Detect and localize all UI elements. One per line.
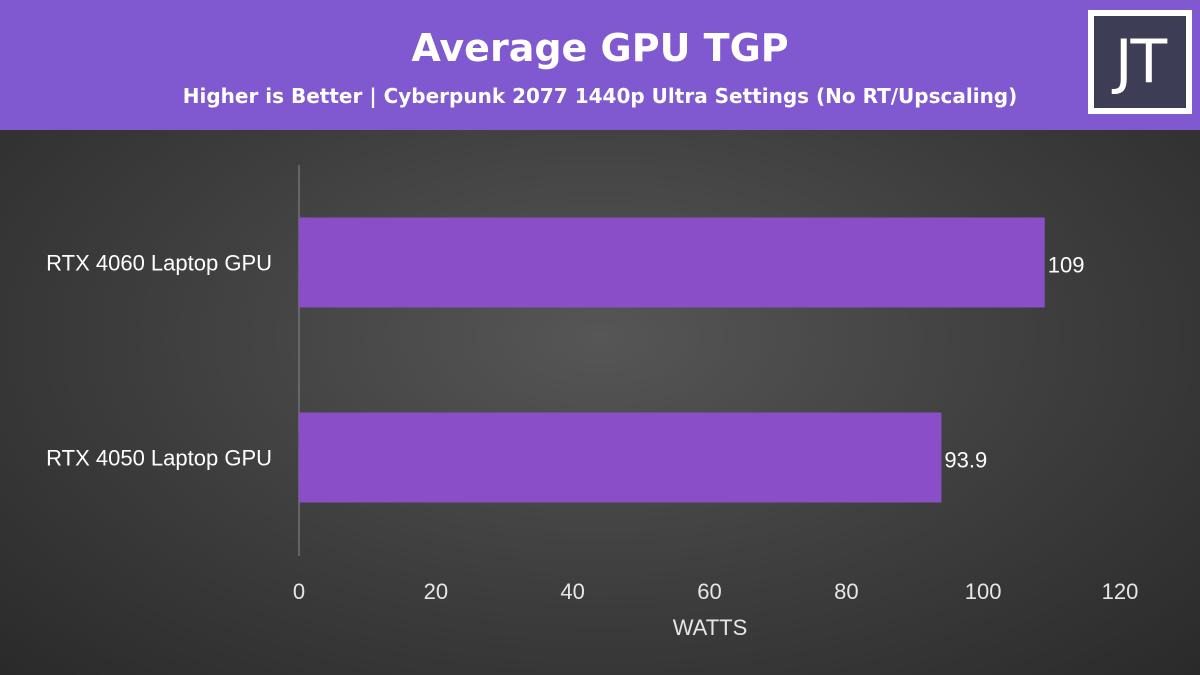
header-banner: Average GPU TGP Higher is Better | Cyber… [0, 0, 1200, 130]
x-tick-label: 0 [293, 579, 305, 604]
value-label: 109 [1048, 253, 1085, 278]
x-tick-label: 100 [965, 579, 1002, 604]
bar [299, 217, 1045, 308]
x-tick-label: 20 [424, 579, 448, 604]
jt-logo: JT [1088, 10, 1192, 114]
x-tick-label: 60 [697, 579, 721, 604]
x-tick-label: 120 [1102, 579, 1139, 604]
chart-title: Average GPU TGP [411, 26, 789, 70]
x-axis-title: WATTS [673, 615, 748, 640]
logo-text: JT [1094, 16, 1186, 108]
x-tick-label: 40 [560, 579, 584, 604]
category-label: RTX 4050 Laptop GPU [46, 446, 272, 471]
category-label: RTX 4060 Laptop GPU [46, 251, 272, 276]
chart-subtitle: Higher is Better | Cyberpunk 2077 1440p … [182, 84, 1018, 108]
value-label: 93.9 [944, 448, 987, 473]
bar [299, 412, 942, 503]
x-tick-label: 80 [834, 579, 858, 604]
